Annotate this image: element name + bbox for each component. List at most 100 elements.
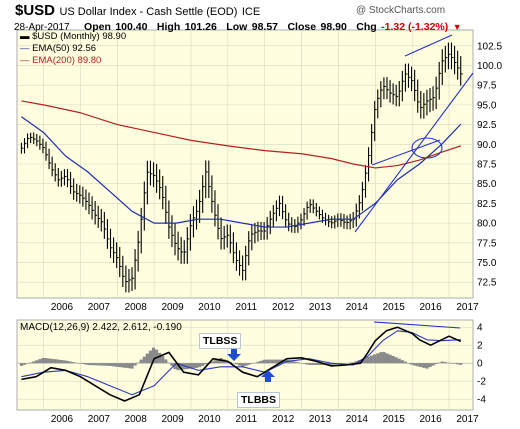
macd-histogram-bar: [59, 359, 63, 364]
macd-histogram-bar: [121, 363, 125, 368]
macd-histogram-bar: [256, 361, 260, 364]
macd-histogram-bar: [416, 363, 420, 367]
symbol: $USD: [15, 2, 56, 19]
macd-histogram-bar: [194, 363, 199, 368]
x-tick-label: 2016: [419, 302, 442, 313]
macd-tick-label: -2: [477, 377, 486, 388]
high-value: 101.26: [184, 21, 217, 33]
macd-histogram-bar: [351, 362, 355, 364]
macd-histogram-bar: [379, 352, 383, 364]
macd-histogram-bar: [342, 363, 346, 364]
y-tick-label: 90.0: [477, 140, 497, 151]
y-tick-label: 92.5: [477, 120, 497, 131]
legend-macd-label: MACD(12,26,9) 2.422, 2.612, -0.190: [20, 322, 182, 333]
macd-histogram-bar: [139, 359, 143, 364]
x-tick-label: 2007: [88, 414, 111, 425]
macd-histogram-bar: [388, 354, 392, 364]
macd-histogram-bar: [425, 363, 429, 369]
macd-histogram-bar: [262, 359, 266, 364]
macd-histogram-bar: [133, 363, 137, 366]
macd-histogram-bar: [443, 362, 447, 364]
crossover-circle: [411, 137, 443, 159]
macd-histogram-bar: [247, 363, 251, 365]
ema50-swatch-icon: —: [20, 43, 30, 54]
macd-histogram-bar: [271, 359, 275, 364]
macd-histogram-bar: [406, 363, 411, 364]
close-label: Close: [287, 21, 317, 33]
macd-histogram-bar: [394, 357, 398, 364]
macd-histogram-bar: [99, 363, 103, 366]
macd-histogram-bar: [317, 363, 322, 365]
x-tick-label: 2006: [51, 414, 74, 425]
x-tick-label: 2007: [88, 302, 111, 313]
macd-histogram-bar: [204, 363, 208, 365]
macd-histogram-bar: [370, 355, 374, 364]
macd-histogram-bar: [314, 363, 318, 365]
macd-trendline: [373, 321, 461, 329]
y-tick-label: 77.5: [477, 238, 497, 249]
lower-trendline: [371, 139, 441, 166]
y-tick-label: 95.0: [477, 100, 497, 111]
macd-histogram-bar: [173, 363, 177, 370]
macd-histogram-bar: [231, 363, 235, 364]
macd-histogram-bar: [164, 359, 168, 364]
macd-histogram-bar: [170, 363, 174, 366]
macd-histogram-bar: [90, 363, 94, 366]
trendlines: [354, 34, 474, 329]
macd-histogram-bar: [354, 361, 358, 364]
macd-histogram-bar: [330, 363, 334, 365]
macd-histogram-bar: [29, 362, 33, 364]
macd-histogram-bar: [308, 363, 312, 365]
macd-histogram-bar: [93, 363, 97, 366]
y-tick-label: 100.0: [477, 61, 502, 72]
macd-histogram-bar: [148, 350, 153, 364]
macd-histogram-bar: [250, 363, 254, 364]
macd-histogram-bar: [41, 358, 45, 364]
ema50-line: [21, 116, 462, 228]
x-tick-label: 2014: [346, 302, 369, 313]
x-tick-label: 2013: [309, 302, 332, 313]
macd-histogram-bar: [154, 349, 159, 364]
macd-histogram-bar: [210, 361, 214, 364]
watermark: @ StockCharts.com: [356, 5, 446, 16]
exchange: ICE: [241, 6, 261, 18]
macd-histogram-bar: [413, 363, 417, 366]
macd-histogram-bar: [167, 362, 171, 364]
tlbss-callout: TLBSS: [199, 333, 242, 349]
macd-histogram-bar: [32, 361, 36, 364]
macd-histogram-bar: [385, 353, 389, 364]
y-tick-label: 80.0: [477, 219, 497, 230]
macd-histogram-bar: [53, 359, 57, 364]
ema200-swatch-icon: —: [20, 55, 30, 66]
macd-histogram-bar: [363, 357, 368, 364]
macd-histogram-bar: [409, 363, 414, 365]
macd-histogram-bar: [268, 359, 272, 364]
macd-histogram-bar: [78, 363, 82, 364]
macd-histogram-bar: [35, 360, 39, 364]
macd-histogram-bar: [345, 363, 349, 364]
y-tick-label: 97.5: [477, 81, 497, 92]
chg-label: Chg: [356, 21, 377, 33]
macd-histogram-bar: [434, 363, 438, 365]
x-tick-label: 2009: [161, 414, 184, 425]
macd-histogram-bar: [50, 358, 54, 364]
macd-histogram-bar: [437, 362, 441, 364]
macd-histogram-bar: [265, 359, 269, 364]
macd-histogram-bar: [176, 363, 180, 371]
x-tick-label: 2017: [456, 302, 479, 313]
x-tick-label: 2010: [198, 302, 221, 313]
down-triangle-icon: ▼: [452, 22, 462, 32]
macd-histogram-bar: [419, 363, 423, 368]
legend-macd: MACD(12,26,9) 2.422, 2.612, -0.190: [20, 322, 182, 333]
macd-histogram-bar: [19, 363, 24, 366]
x-tick-label: 2011: [236, 414, 258, 425]
y-tick-label: 75.0: [477, 258, 497, 269]
x-tick-label: 2010: [198, 414, 221, 425]
ema200-line: [21, 100, 462, 169]
macd-tick-label: 2: [477, 341, 483, 352]
legend-ema200-label: EMA(200) 89.80: [32, 55, 102, 66]
y-tick-label: 82.5: [477, 199, 497, 210]
chart-header-line1: $USD US Dollar Index - Cash Settle (EOD)…: [15, 2, 260, 20]
macd-histogram-bar: [400, 360, 404, 364]
